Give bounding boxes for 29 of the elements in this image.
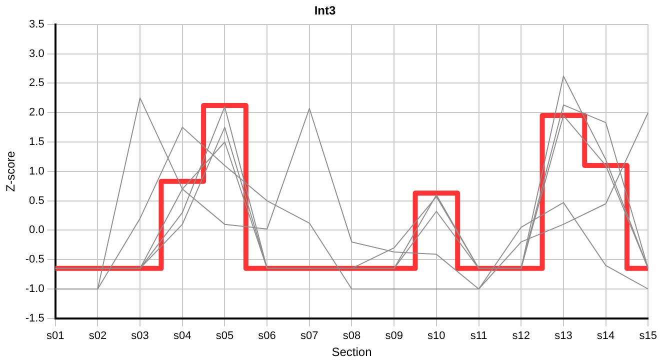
x-tick-label: s02 <box>88 330 107 342</box>
x-tick-label: s15 <box>639 330 658 342</box>
y-tick-label: -0.5 <box>25 254 44 266</box>
y-tick-label: 3.5 <box>29 18 44 30</box>
x-tick-label: s07 <box>300 330 318 342</box>
x-tick-label: s14 <box>596 330 615 342</box>
y-tick-label: -1.0 <box>25 283 44 296</box>
y-axis-title: Z-score <box>4 150 18 192</box>
x-tick-label: s03 <box>131 330 149 342</box>
y-tick-label: 0.5 <box>29 194 44 207</box>
y-tick-label: 2.5 <box>29 77 44 90</box>
x-tick-label: s10 <box>428 330 446 342</box>
y-tick-label: 3.0 <box>29 48 44 60</box>
x-tick-label: s08 <box>342 330 361 342</box>
x-tick-label: s06 <box>258 330 276 342</box>
chart-title: Int3 <box>314 4 336 18</box>
x-tick-label: s13 <box>554 330 572 342</box>
y-tick-label: 1.0 <box>29 165 44 178</box>
y-tick-label: -1.5 <box>25 312 44 324</box>
x-tick-label: s11 <box>470 330 488 342</box>
y-tick-label: 1.5 <box>29 136 44 148</box>
x-tick-label: s09 <box>385 330 403 342</box>
y-tick-label: 0.0 <box>29 224 44 236</box>
x-tick-label: s12 <box>512 330 530 342</box>
x-tick-label: s04 <box>174 330 192 342</box>
x-tick-label: s05 <box>216 330 234 342</box>
x-axis-title: Section <box>332 345 372 360</box>
y-tick-label: 2.0 <box>29 106 44 119</box>
x-tick-label: s01 <box>46 330 64 342</box>
